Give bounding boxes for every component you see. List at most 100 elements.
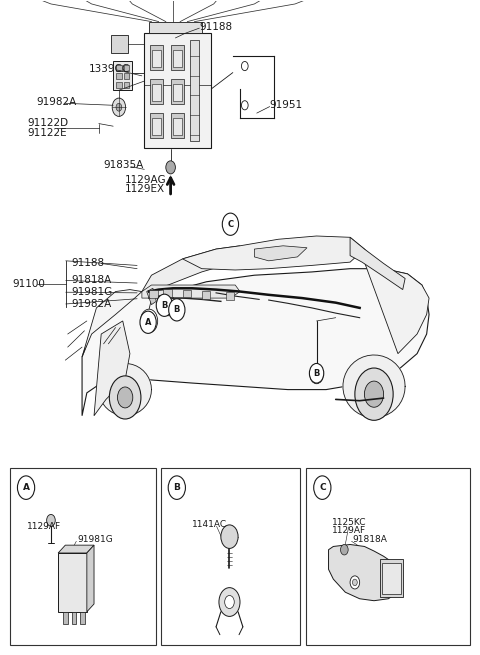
Polygon shape <box>343 355 405 418</box>
Circle shape <box>310 365 323 384</box>
Polygon shape <box>82 269 429 416</box>
Text: 1125KC: 1125KC <box>332 517 367 527</box>
Bar <box>116 82 122 88</box>
Bar <box>113 61 132 90</box>
Text: 1141AC: 1141AC <box>192 520 227 529</box>
Polygon shape <box>142 246 240 291</box>
Bar <box>182 290 191 297</box>
Bar <box>170 45 184 70</box>
Bar <box>153 50 161 67</box>
Polygon shape <box>142 285 240 298</box>
Bar <box>80 612 85 624</box>
Circle shape <box>219 588 240 616</box>
Bar <box>116 65 122 71</box>
Text: 91122E: 91122E <box>27 128 67 138</box>
Bar <box>202 291 210 299</box>
Circle shape <box>166 161 175 174</box>
Bar <box>150 45 163 70</box>
Bar <box>58 553 87 612</box>
Polygon shape <box>254 246 307 261</box>
Bar <box>144 33 211 148</box>
Bar <box>382 563 401 594</box>
Circle shape <box>314 476 331 499</box>
Circle shape <box>350 576 360 589</box>
Circle shape <box>109 376 141 419</box>
Text: 91100: 91100 <box>12 279 46 289</box>
Circle shape <box>162 300 174 316</box>
Bar <box>150 113 163 138</box>
Text: C: C <box>319 483 325 492</box>
Circle shape <box>141 309 157 333</box>
Circle shape <box>225 595 234 608</box>
Circle shape <box>112 98 126 117</box>
Polygon shape <box>147 288 156 305</box>
Text: B: B <box>173 483 180 492</box>
Bar <box>124 73 130 79</box>
Text: 1129AF: 1129AF <box>27 521 61 531</box>
Circle shape <box>168 299 185 321</box>
Text: 1129AG: 1129AG <box>125 175 167 185</box>
Circle shape <box>355 368 393 421</box>
Bar <box>226 292 234 300</box>
Circle shape <box>168 476 185 499</box>
Text: 91188: 91188 <box>72 259 105 269</box>
Bar <box>63 612 68 624</box>
Polygon shape <box>87 545 94 612</box>
Circle shape <box>221 525 238 548</box>
Bar <box>124 82 130 88</box>
Bar <box>150 79 163 104</box>
Bar <box>173 119 181 135</box>
Bar <box>306 468 470 645</box>
Bar <box>170 113 184 138</box>
Text: 91122D: 91122D <box>27 118 68 128</box>
Circle shape <box>116 103 122 111</box>
Polygon shape <box>58 545 94 553</box>
Bar <box>163 289 172 297</box>
Bar <box>10 468 156 645</box>
Text: 91981G: 91981G <box>77 535 113 544</box>
Circle shape <box>352 579 357 586</box>
Polygon shape <box>328 544 398 601</box>
Circle shape <box>241 62 248 71</box>
Circle shape <box>140 311 156 333</box>
Bar <box>161 468 300 645</box>
Text: B: B <box>313 369 320 378</box>
Text: 91188: 91188 <box>199 22 232 32</box>
Text: 91981G: 91981G <box>72 287 113 297</box>
Circle shape <box>241 101 248 110</box>
Text: 91951: 91951 <box>270 100 303 110</box>
Polygon shape <box>182 236 364 270</box>
Bar <box>173 50 181 67</box>
Text: A: A <box>145 318 151 327</box>
Bar <box>153 84 161 101</box>
Bar <box>116 73 122 79</box>
Bar <box>170 79 184 104</box>
Circle shape <box>118 387 133 408</box>
Bar <box>153 119 161 135</box>
Polygon shape <box>94 321 130 416</box>
Polygon shape <box>364 249 429 354</box>
Circle shape <box>340 544 348 555</box>
Bar <box>173 84 181 101</box>
Circle shape <box>47 514 55 526</box>
Bar <box>124 65 130 71</box>
Polygon shape <box>350 237 405 290</box>
Text: B: B <box>174 305 180 314</box>
Circle shape <box>145 315 154 327</box>
Bar <box>380 559 403 597</box>
Circle shape <box>165 304 171 312</box>
Bar <box>149 22 202 33</box>
Text: 91818A: 91818A <box>352 535 387 544</box>
Circle shape <box>17 476 35 499</box>
Polygon shape <box>99 364 152 416</box>
Circle shape <box>313 370 320 379</box>
Bar <box>149 290 157 298</box>
Text: A: A <box>23 483 30 492</box>
Text: B: B <box>161 301 168 310</box>
Text: 91982A: 91982A <box>72 299 112 309</box>
Text: 1129AF: 1129AF <box>332 526 367 535</box>
Circle shape <box>156 294 172 316</box>
Circle shape <box>222 213 239 235</box>
Bar <box>190 40 199 141</box>
Text: 91818A: 91818A <box>72 276 112 286</box>
